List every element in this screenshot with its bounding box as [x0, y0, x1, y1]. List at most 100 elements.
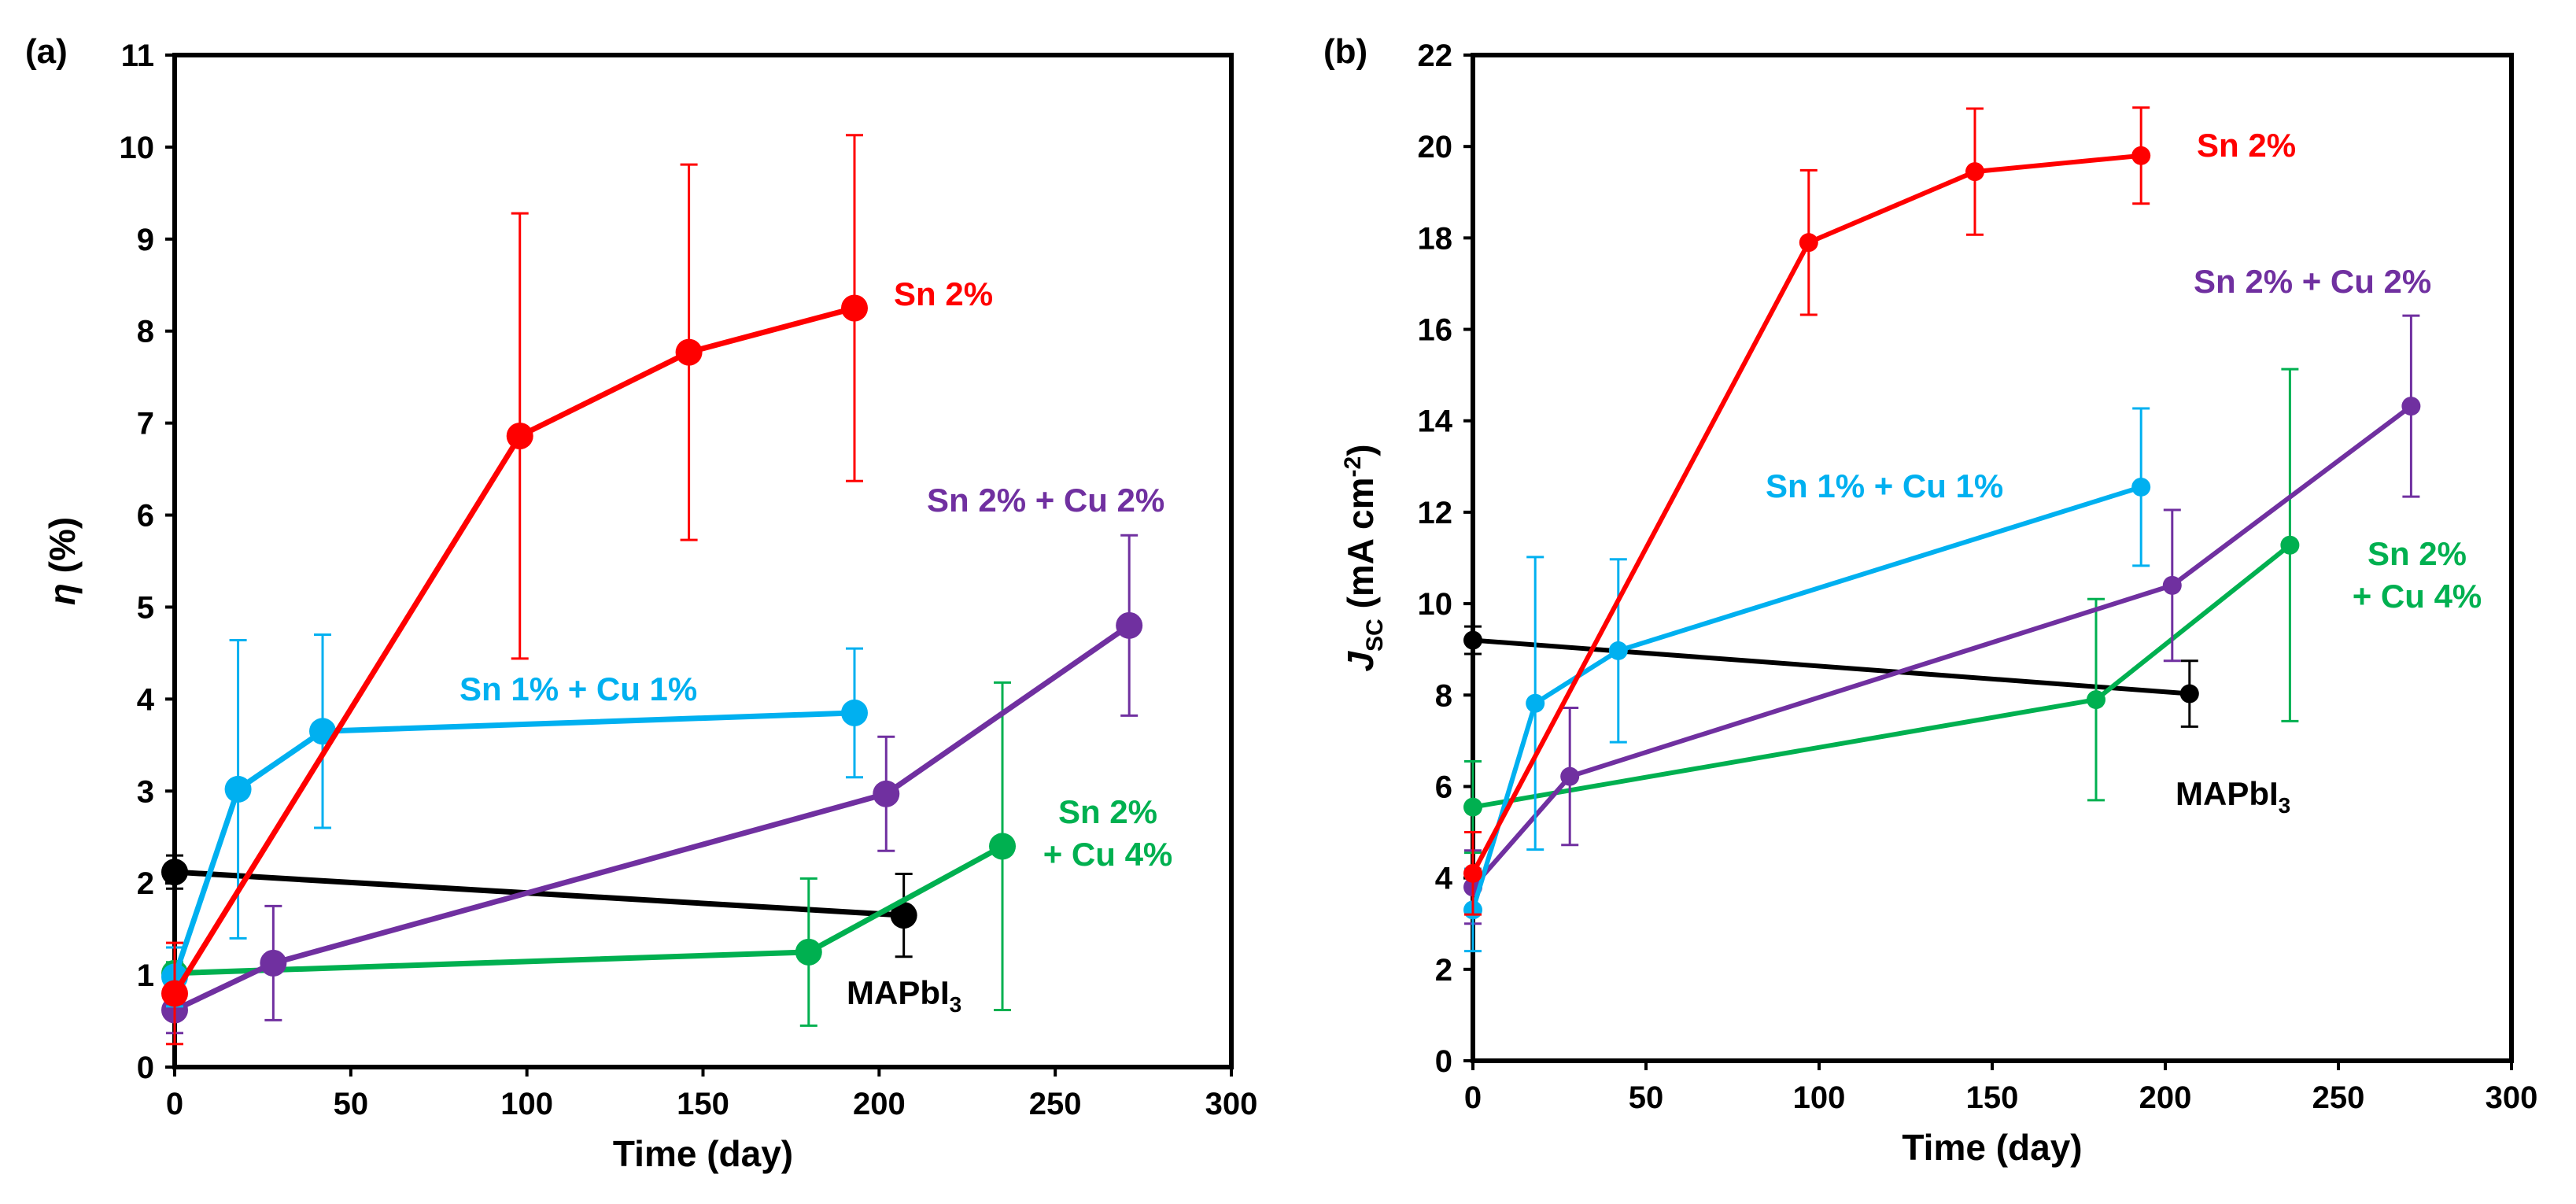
data-point [2280, 535, 2300, 555]
x-tick-label: 0 [1464, 1080, 1482, 1115]
data-point [309, 718, 337, 745]
x-tick-label: 0 [166, 1087, 183, 1121]
data-point [795, 938, 822, 966]
y-tick-label: 5 [137, 590, 154, 625]
x-tick-label: 300 [2486, 1080, 2538, 1115]
x-tick-label: 250 [1029, 1087, 1082, 1121]
series-sn-2-cu-2: Sn 2% + Cu 2% [1463, 263, 2431, 925]
series-label-subscript: 3 [950, 992, 962, 1017]
y-axis-unit: (%) [42, 517, 83, 583]
data-point [1965, 162, 1984, 182]
series-label: Sn 2% [2367, 535, 2467, 572]
y-axis-unit: (mA cm [1340, 477, 1381, 619]
y-tick-label: 9 [137, 223, 154, 257]
y-tick-label: 1 [137, 958, 154, 993]
y-tick-label: 2 [137, 866, 154, 901]
series-line [1471, 485, 2142, 911]
x-tick-label: 100 [500, 1087, 553, 1121]
y-tick-label: 0 [137, 1051, 154, 1085]
data-point [890, 902, 917, 929]
data-point [1116, 611, 1143, 639]
y-axis-symbol: η [42, 583, 83, 605]
panel-a-chart: 0 1 2 3 4 5 6 7 8 9 10 11 0 50 100 150 200 250 300 Time (da… [25, 32, 1257, 1174]
x-tick-label: 250 [2312, 1080, 2365, 1115]
x-tick-label: 200 [2139, 1080, 2192, 1115]
y-tick-label: 10 [120, 131, 155, 165]
series-sn-1-cu-1: Sn 1% + Cu 1% [161, 633, 868, 1008]
y-axis-title: η (%) [42, 517, 83, 605]
data-point [161, 859, 188, 886]
series-label-main: MAPbI [847, 974, 950, 1011]
series-line [172, 710, 855, 978]
series-label: Sn 2% [894, 275, 993, 312]
y-tick-label: 3 [137, 774, 154, 809]
series-label: + Cu 4% [2353, 578, 2482, 615]
y-tick-label: 6 [137, 499, 154, 534]
series-label: + Cu 4% [1043, 836, 1173, 873]
data-point [1463, 863, 1482, 883]
data-point [2131, 477, 2151, 497]
series-sn-2-cu-4: Sn 2% + Cu 4% [1463, 367, 2482, 855]
series-line [173, 622, 1131, 1013]
y-tick-label: 6 [1435, 770, 1452, 804]
panel-label: (a) [25, 32, 68, 71]
data-point [224, 775, 252, 803]
series-sn-2: Sn 2% [1463, 106, 2296, 916]
x-tick-label: 100 [1793, 1080, 1846, 1115]
y-tick-label: 8 [137, 315, 154, 349]
x-axis-title: Time (day) [613, 1133, 793, 1174]
plot-frame [1471, 53, 2514, 1063]
series-sn-1-cu-1: Sn 1% + Cu 1% [1463, 407, 2151, 953]
y-axis-symbol: J [1340, 651, 1381, 672]
series-label-subscript: 3 [2279, 793, 2291, 818]
data-point [2401, 397, 2421, 416]
x-tick-label: 150 [1966, 1080, 2019, 1115]
series-label: Sn 1% + Cu 1% [1766, 467, 2003, 504]
data-point [1608, 641, 1628, 660]
y-tick-label: 4 [137, 682, 155, 717]
y-tick-label: 7 [137, 407, 154, 441]
y-tick-label: 10 [1418, 587, 1453, 622]
data-point [989, 833, 1017, 860]
x-tick-label: 150 [677, 1087, 729, 1121]
y-axis-superscript: -2 [1340, 456, 1366, 478]
series-label: Sn 2% + Cu 2% [2194, 263, 2431, 300]
data-point [840, 699, 868, 726]
data-point [2179, 684, 2199, 704]
data-point [1526, 693, 1545, 713]
y-tick-label: 18 [1418, 221, 1453, 256]
data-point [2131, 146, 2151, 165]
y-tick-label: 16 [1418, 313, 1453, 348]
data-point [840, 294, 868, 322]
y-tick-label: 22 [1418, 39, 1453, 73]
y-axis-title: JSC (mA cm-2) [1340, 444, 1388, 671]
panel-label: (b) [1323, 32, 1367, 71]
series-sn-2: Sn 2% [161, 134, 993, 1046]
y-tick-label: 20 [1418, 130, 1453, 164]
y-tick-label: 14 [1418, 404, 1453, 439]
x-axis-title: Time (day) [1902, 1127, 2082, 1168]
y-tick-label: 12 [1418, 496, 1453, 530]
x-tick-label: 300 [1205, 1087, 1258, 1121]
y-tick-label: 0 [1435, 1044, 1452, 1079]
y-tick-label: 2 [1435, 953, 1452, 988]
series-line [1471, 404, 2413, 889]
plot-frame [172, 53, 1234, 1069]
y-tick-label: 8 [1435, 678, 1452, 713]
data-point [2087, 690, 2105, 710]
series-label: Sn 2% + Cu 2% [927, 482, 1164, 519]
data-point [1560, 766, 1580, 786]
data-point [675, 338, 703, 366]
series-line [174, 869, 904, 918]
data-point [2162, 575, 2182, 595]
data-point [1463, 797, 1482, 817]
y-tick-label: 11 [121, 39, 154, 73]
series-line [172, 305, 855, 995]
series-mapbi3: MAPbI3 [161, 854, 962, 1017]
x-tick-label: 50 [334, 1087, 369, 1121]
data-point [260, 949, 287, 977]
series-sn-2-cu-2: Sn 2% + Cu 2% [161, 482, 1164, 1035]
data-point [1463, 630, 1482, 650]
x-tick-label: 50 [1629, 1080, 1664, 1115]
